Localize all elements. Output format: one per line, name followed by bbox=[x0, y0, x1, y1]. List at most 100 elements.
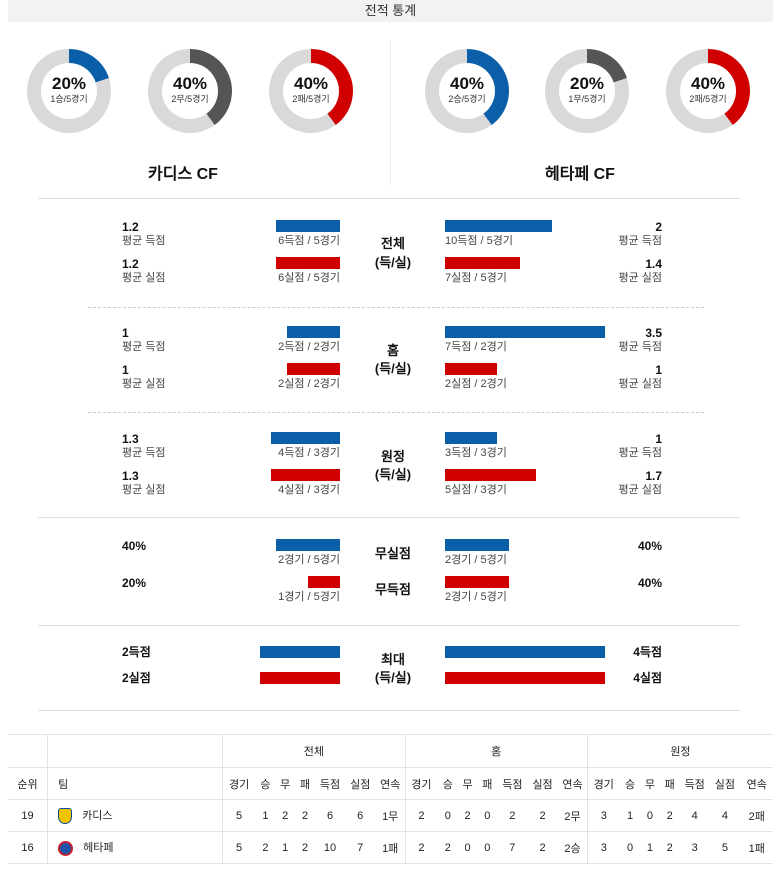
col-scored: 득점 bbox=[680, 767, 710, 800]
home-scored-bar bbox=[271, 432, 340, 444]
away-conceded-bar-label: 5실점 / 3경기 bbox=[445, 484, 507, 496]
donut-away-draws: 20% 1무/5경기 bbox=[545, 49, 629, 133]
col-draws: 무 bbox=[275, 767, 295, 800]
away-clean-sheet-bar bbox=[445, 539, 509, 551]
divider bbox=[38, 710, 740, 711]
avg-conceded-label: 평균 실점 bbox=[122, 272, 166, 284]
standings-group-row: 전체 홈 원정 bbox=[8, 734, 773, 768]
home-clean-sheet-bar-label: 2경기 / 5경기 bbox=[278, 554, 340, 566]
group-away: 원정 bbox=[586, 734, 773, 768]
divider bbox=[38, 198, 740, 199]
team-cell[interactable]: 헤타페 bbox=[47, 831, 223, 864]
section-title-max: 최대 bbox=[381, 652, 405, 667]
donut-pct: 40% bbox=[172, 74, 208, 93]
donut-pct: 40% bbox=[690, 74, 726, 93]
col-draws: 무 bbox=[640, 767, 660, 800]
home-scored-bar-label: 4득점 / 3경기 bbox=[278, 447, 340, 459]
divider bbox=[88, 412, 704, 413]
divider bbox=[38, 517, 740, 518]
home-max-scored-bar bbox=[260, 646, 340, 658]
home-conceded-bar-label: 2실점 / 2경기 bbox=[278, 378, 340, 390]
stats-header: 전적 통계 bbox=[8, 0, 773, 22]
section-title-no-score: 무득점 bbox=[375, 582, 411, 597]
col-streak: 연속 bbox=[375, 767, 406, 800]
away-scored-bar-label: 7득점 / 2경기 bbox=[445, 341, 507, 353]
team-crest-icon bbox=[58, 840, 74, 856]
home-avg-scored-value: 1.2 bbox=[122, 220, 139, 234]
home-max-conceded-value: 2실점 bbox=[122, 671, 151, 685]
home-conceded-bar-label: 6실점 / 5경기 bbox=[278, 272, 340, 284]
avg-conceded-label: 평균 실점 bbox=[122, 484, 166, 496]
col-wins: 승 bbox=[619, 767, 641, 800]
home-no-score-bar bbox=[308, 576, 340, 588]
away-scored-bar-label: 10득점 / 5경기 bbox=[445, 235, 514, 247]
avg-scored-label: 평균 득점 bbox=[122, 341, 166, 353]
home-scored-bar bbox=[276, 220, 340, 232]
avg-scored-label: 평균 득점 bbox=[122, 447, 166, 459]
team-crest-icon bbox=[58, 808, 73, 825]
away-conceded-bar-label: 2실점 / 2경기 bbox=[445, 378, 507, 390]
home-conceded-bar-label: 4실점 / 3경기 bbox=[278, 484, 340, 496]
away-conceded-bar bbox=[445, 469, 536, 481]
away-avg-scored-value: 3.5 bbox=[645, 326, 662, 340]
section-title-total: 전체 bbox=[381, 236, 405, 251]
avg-scored-label: 평균 득점 bbox=[618, 447, 662, 459]
away-scored-bar bbox=[445, 220, 552, 232]
avg-scored-label: 평균 득점 bbox=[618, 235, 662, 247]
donut-label: 1무/5경기 bbox=[568, 94, 606, 104]
home-clean-sheet-value: 40% bbox=[122, 539, 147, 553]
rank-cell: 19 bbox=[8, 799, 48, 832]
avg-scored-label: 평균 득점 bbox=[122, 235, 166, 247]
away-clean-sheet-bar-label: 2경기 / 5경기 bbox=[445, 554, 507, 566]
standings-table: 전체 홈 원정 순위 팀 경기 승 무 패 득점 실점 연속 경기 승 무 패 … bbox=[8, 734, 773, 864]
donut-label: 2패/5경기 bbox=[689, 94, 727, 104]
col-rank: 순위 bbox=[8, 767, 48, 800]
col-team: 팀 bbox=[47, 767, 223, 800]
donut-pct: 40% bbox=[293, 74, 329, 93]
avg-conceded-label: 평균 실점 bbox=[618, 378, 662, 390]
away-max-conceded-value: 4실점 bbox=[633, 671, 662, 685]
avg-conceded-label: 평균 실점 bbox=[618, 484, 662, 496]
away-avg-scored-value: 1 bbox=[655, 432, 662, 446]
home-avg-scored-value: 1 bbox=[122, 326, 129, 340]
team-name: 헤타페 bbox=[83, 842, 114, 855]
col-scored: 득점 bbox=[497, 767, 527, 800]
avg-scored-label: 평균 득점 bbox=[618, 341, 662, 353]
donut-pct: 20% bbox=[569, 74, 605, 93]
home-avg-scored-value: 1.3 bbox=[122, 432, 139, 446]
away-scored-bar bbox=[445, 432, 497, 444]
away-no-score-bar bbox=[445, 576, 509, 588]
col-wins: 승 bbox=[254, 767, 276, 800]
away-no-score-value: 40% bbox=[637, 576, 662, 590]
away-clean-sheet-value: 40% bbox=[637, 539, 662, 553]
home-conceded-bar bbox=[271, 469, 340, 481]
col-streak: 연속 bbox=[558, 767, 588, 800]
home-avg-conceded-value: 1.3 bbox=[122, 469, 139, 483]
home-conceded-bar bbox=[287, 363, 340, 375]
col-conceded: 실점 bbox=[344, 767, 376, 800]
away-max-conceded-bar bbox=[445, 672, 605, 684]
standings-header-row: 순위 팀 경기 승 무 패 득점 실점 연속 경기 승 무 패 득점 실점 연속… bbox=[8, 767, 773, 800]
avg-conceded-label: 평균 실점 bbox=[122, 378, 166, 390]
away-team-name: 헤타페 CF bbox=[545, 166, 615, 183]
vertical-divider bbox=[390, 40, 391, 185]
home-avg-conceded-value: 1.2 bbox=[122, 257, 139, 271]
home-no-score-value: 20% bbox=[122, 576, 147, 590]
col-conceded: 실점 bbox=[526, 767, 559, 800]
table-row: 19 카디스 5 1 2 2 6 6 1무 2 0 2 0 2 2 2무 3 1… bbox=[8, 799, 773, 832]
home-clean-sheet-bar bbox=[276, 539, 340, 551]
team-cell[interactable]: 카디스 bbox=[47, 799, 223, 832]
home-max-conceded-bar bbox=[260, 672, 340, 684]
col-games: 경기 bbox=[404, 767, 438, 800]
home-scored-bar-label: 2득점 / 2경기 bbox=[278, 341, 340, 353]
rank-cell: 16 bbox=[8, 831, 48, 864]
table-row: 16 헤타페 5 2 1 2 10 7 1패 2 2 0 0 7 2 2승 3 … bbox=[8, 831, 773, 864]
donut-label: 1승/5경기 bbox=[50, 94, 88, 104]
home-conceded-bar bbox=[276, 257, 340, 269]
section-subtitle: (득/실) bbox=[374, 467, 412, 482]
home-team-name: 카디스 CF bbox=[148, 166, 218, 183]
donut-home-losses: 40% 2패/5경기 bbox=[269, 49, 353, 133]
divider bbox=[88, 307, 704, 308]
col-streak: 연속 bbox=[740, 767, 773, 800]
avg-conceded-label: 평균 실점 bbox=[618, 272, 662, 284]
